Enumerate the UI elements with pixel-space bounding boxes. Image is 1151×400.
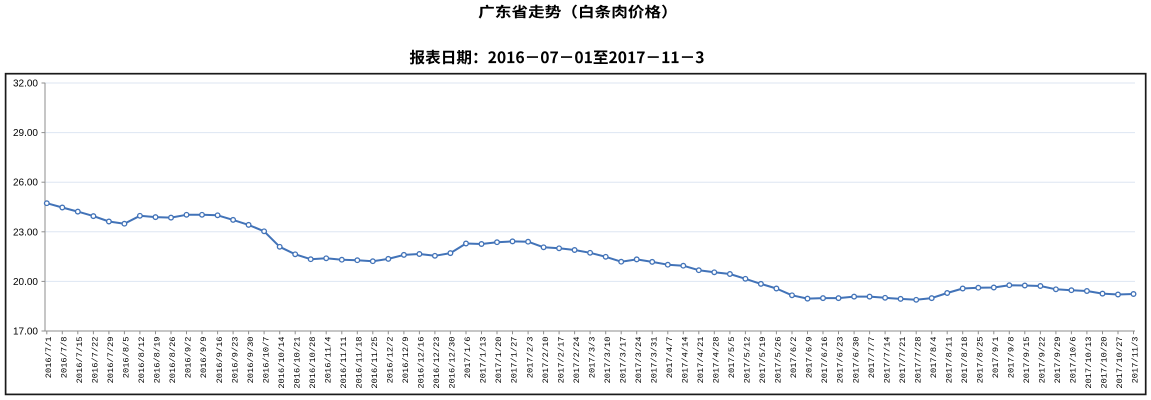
svg-text:2016/9/2: 2016/9/2 <box>184 337 194 379</box>
svg-text:2016/8/12: 2016/8/12 <box>137 337 147 384</box>
svg-text:2016/8/26: 2016/8/26 <box>168 337 178 384</box>
svg-text:2017/10/6: 2017/10/6 <box>1069 337 1079 384</box>
svg-text:2017/4/7: 2017/4/7 <box>665 337 675 379</box>
svg-text:32.00: 32.00 <box>13 79 38 90</box>
svg-text:2017/9/15: 2017/9/15 <box>1022 337 1032 384</box>
svg-text:2017/3/3: 2017/3/3 <box>587 337 597 379</box>
svg-text:2016/12/30: 2016/12/30 <box>448 337 458 389</box>
svg-text:2017/7/28: 2017/7/28 <box>913 337 923 384</box>
svg-text:2017/10/27: 2017/10/27 <box>1115 337 1125 389</box>
svg-text:2016/7/15: 2016/7/15 <box>75 337 85 384</box>
svg-text:2016/9/30: 2016/9/30 <box>246 337 256 384</box>
svg-text:2017/8/25: 2017/8/25 <box>976 337 986 384</box>
svg-text:2017/4/28: 2017/4/28 <box>712 337 722 384</box>
svg-text:2016/7/29: 2016/7/29 <box>106 337 116 384</box>
svg-text:2017/6/2: 2017/6/2 <box>789 337 799 379</box>
svg-text:2017/9/1: 2017/9/1 <box>991 337 1001 379</box>
svg-text:2017/1/13: 2017/1/13 <box>479 337 489 384</box>
svg-text:2017/1/27: 2017/1/27 <box>510 337 520 384</box>
svg-text:2017/5/5: 2017/5/5 <box>727 337 737 379</box>
svg-text:2017/8/4: 2017/8/4 <box>929 337 939 379</box>
svg-text:2016/11/4: 2016/11/4 <box>323 337 333 384</box>
svg-text:2016/9/9: 2016/9/9 <box>199 337 209 379</box>
svg-text:2016/10/28: 2016/10/28 <box>308 337 318 389</box>
svg-text:2016/8/19: 2016/8/19 <box>153 337 163 384</box>
svg-text:2016/7/22: 2016/7/22 <box>91 337 101 384</box>
svg-text:2016/11/18: 2016/11/18 <box>355 337 365 389</box>
svg-text:2017/9/8: 2017/9/8 <box>1007 337 1017 379</box>
svg-text:20.00: 20.00 <box>13 277 38 288</box>
svg-text:2016/9/16: 2016/9/16 <box>215 337 225 384</box>
svg-text:2017/3/24: 2017/3/24 <box>634 337 644 384</box>
svg-text:2017/5/12: 2017/5/12 <box>743 337 753 384</box>
svg-text:2017/7/14: 2017/7/14 <box>882 337 892 384</box>
svg-text:2017/5/19: 2017/5/19 <box>758 337 768 384</box>
svg-text:2017/6/30: 2017/6/30 <box>851 337 861 384</box>
svg-text:2016/10/14: 2016/10/14 <box>277 337 287 389</box>
svg-text:2017/6/23: 2017/6/23 <box>836 337 846 384</box>
svg-text:26.00: 26.00 <box>13 178 38 189</box>
svg-text:2017/8/18: 2017/8/18 <box>960 337 970 384</box>
svg-text:2017/5/26: 2017/5/26 <box>774 337 784 384</box>
svg-text:2016/12/2: 2016/12/2 <box>386 337 396 384</box>
svg-text:2017/9/22: 2017/9/22 <box>1038 337 1048 384</box>
svg-text:2016/12/9: 2016/12/9 <box>401 337 411 384</box>
svg-text:23.00: 23.00 <box>13 227 38 238</box>
svg-text:2017/3/17: 2017/3/17 <box>618 337 628 384</box>
svg-text:2016/7/1: 2016/7/1 <box>44 337 54 379</box>
svg-text:2017/2/3: 2017/2/3 <box>525 337 535 379</box>
svg-text:2016/10/7: 2016/10/7 <box>261 337 271 384</box>
svg-text:2016/7/8: 2016/7/8 <box>60 337 70 379</box>
svg-text:2016/11/11: 2016/11/11 <box>339 337 349 389</box>
svg-text:2017/7/21: 2017/7/21 <box>898 337 908 384</box>
svg-text:2017/11/3: 2017/11/3 <box>1131 337 1141 384</box>
svg-text:2016/9/23: 2016/9/23 <box>230 337 240 384</box>
svg-text:2016/11/25: 2016/11/25 <box>370 337 380 389</box>
svg-text:2016/12/16: 2016/12/16 <box>417 337 427 389</box>
svg-text:2017/2/24: 2017/2/24 <box>572 337 582 384</box>
svg-text:29.00: 29.00 <box>13 128 38 139</box>
svg-text:2017/10/20: 2017/10/20 <box>1100 337 1110 389</box>
svg-text:2017/2/10: 2017/2/10 <box>541 337 551 384</box>
svg-text:2017/4/14: 2017/4/14 <box>681 337 691 384</box>
svg-text:2017/9/29: 2017/9/29 <box>1053 337 1063 384</box>
svg-text:2017/10/13: 2017/10/13 <box>1084 337 1094 389</box>
svg-text:17.00: 17.00 <box>13 327 38 338</box>
svg-text:2016/10/21: 2016/10/21 <box>292 337 302 389</box>
svg-text:2017/2/17: 2017/2/17 <box>556 337 566 384</box>
svg-text:2017/3/31: 2017/3/31 <box>649 337 659 384</box>
svg-text:2017/4/21: 2017/4/21 <box>696 337 706 384</box>
svg-text:2017/7/7: 2017/7/7 <box>867 337 877 379</box>
svg-text:2017/8/11: 2017/8/11 <box>944 337 954 384</box>
svg-text:2017/1/20: 2017/1/20 <box>494 337 504 384</box>
svg-text:2017/6/16: 2017/6/16 <box>820 337 830 384</box>
svg-text:2017/6/9: 2017/6/9 <box>805 337 815 379</box>
svg-text:2017/3/10: 2017/3/10 <box>603 337 613 384</box>
svg-text:2016/8/5: 2016/8/5 <box>122 337 132 379</box>
svg-text:2017/1/6: 2017/1/6 <box>463 337 473 379</box>
svg-text:2016/12/23: 2016/12/23 <box>432 337 442 389</box>
